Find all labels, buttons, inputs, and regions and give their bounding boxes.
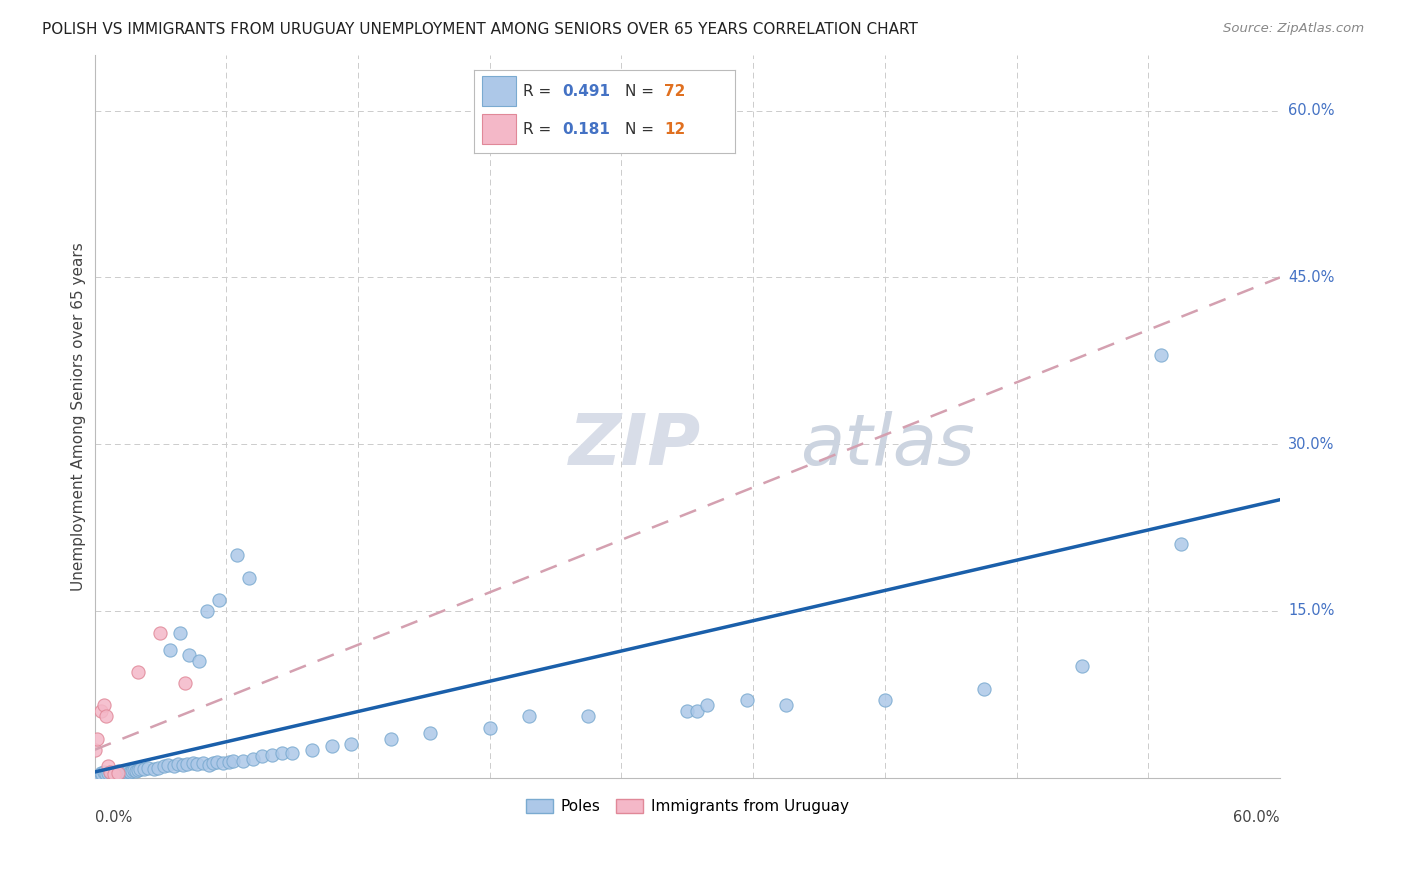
Point	[149, 626, 172, 640]
Point	[117, 764, 139, 778]
Point	[193, 756, 215, 771]
Point	[110, 764, 132, 779]
Point	[83, 771, 105, 785]
Text: 30.0%: 30.0%	[1288, 437, 1334, 451]
Point	[107, 766, 129, 780]
Point	[176, 757, 198, 772]
Point	[578, 709, 600, 723]
Point	[174, 676, 197, 690]
Point	[91, 767, 114, 781]
Point	[1071, 659, 1094, 673]
Point	[657, 136, 679, 151]
Point	[83, 743, 105, 757]
Point	[136, 761, 159, 775]
Text: 15.0%: 15.0%	[1288, 603, 1334, 618]
Point	[127, 763, 149, 777]
Point	[100, 764, 122, 779]
Text: 60.0%: 60.0%	[1288, 103, 1334, 119]
Text: 45.0%: 45.0%	[1288, 270, 1334, 285]
Text: 0.0%: 0.0%	[94, 810, 132, 825]
Point	[142, 762, 165, 776]
Point	[222, 754, 245, 768]
Point	[89, 766, 111, 780]
Point	[120, 764, 142, 779]
Point	[122, 763, 145, 777]
Point	[676, 704, 699, 718]
Text: atlas: atlas	[800, 410, 974, 480]
Point	[107, 764, 129, 778]
Point	[735, 692, 758, 706]
Point	[195, 604, 218, 618]
Point	[252, 749, 274, 764]
Point	[179, 648, 201, 663]
Point	[419, 726, 441, 740]
Point	[517, 709, 540, 723]
Point	[205, 755, 228, 769]
Point	[152, 759, 174, 773]
Point	[198, 758, 221, 772]
Point	[111, 766, 134, 780]
Point	[96, 709, 118, 723]
Point	[238, 570, 260, 584]
Point	[86, 731, 108, 746]
Point	[112, 764, 135, 778]
Point	[686, 704, 709, 718]
Point	[121, 764, 143, 778]
Point	[340, 737, 363, 751]
Point	[202, 756, 225, 771]
Point	[775, 698, 797, 713]
Point	[156, 758, 179, 772]
Point	[380, 731, 402, 746]
Point	[162, 759, 184, 773]
Point	[183, 756, 205, 771]
Point	[281, 746, 304, 760]
Point	[1150, 348, 1173, 362]
Point	[103, 767, 125, 781]
Point	[242, 752, 264, 766]
Point	[208, 592, 231, 607]
Point	[262, 748, 284, 763]
Point	[188, 654, 211, 668]
Point	[159, 642, 181, 657]
Point	[973, 681, 995, 696]
Point	[225, 549, 247, 563]
Point	[127, 665, 149, 679]
Point	[93, 764, 115, 779]
Text: ZIP: ZIP	[568, 410, 702, 480]
Point	[172, 758, 194, 772]
Point	[115, 764, 138, 779]
Point	[212, 756, 235, 771]
Point	[218, 755, 240, 769]
Point	[301, 743, 323, 757]
Text: 60.0%: 60.0%	[1233, 810, 1279, 825]
Point	[321, 739, 343, 754]
Point	[125, 764, 148, 778]
Point	[103, 764, 125, 779]
Legend: Poles, Immigrants from Uruguay: Poles, Immigrants from Uruguay	[519, 793, 855, 821]
Point	[132, 762, 155, 776]
Text: Source: ZipAtlas.com: Source: ZipAtlas.com	[1223, 22, 1364, 36]
Y-axis label: Unemployment Among Seniors over 65 years: Unemployment Among Seniors over 65 years	[72, 242, 86, 591]
Point	[478, 721, 501, 735]
Point	[232, 754, 254, 768]
Point	[97, 759, 120, 773]
Point	[271, 746, 294, 760]
Point	[696, 698, 718, 713]
Text: POLISH VS IMMIGRANTS FROM URUGUAY UNEMPLOYMENT AMONG SENIORS OVER 65 YEARS CORRE: POLISH VS IMMIGRANTS FROM URUGUAY UNEMPL…	[42, 22, 918, 37]
Point	[166, 757, 188, 772]
Point	[100, 764, 122, 779]
Point	[1170, 537, 1192, 551]
Point	[96, 767, 118, 781]
Point	[93, 698, 115, 713]
Point	[129, 762, 152, 776]
Point	[186, 757, 208, 772]
Point	[169, 626, 191, 640]
Point	[873, 692, 896, 706]
Point	[105, 766, 128, 780]
Point	[101, 766, 124, 780]
Point	[146, 761, 169, 775]
Point	[97, 766, 120, 780]
Point	[89, 704, 111, 718]
